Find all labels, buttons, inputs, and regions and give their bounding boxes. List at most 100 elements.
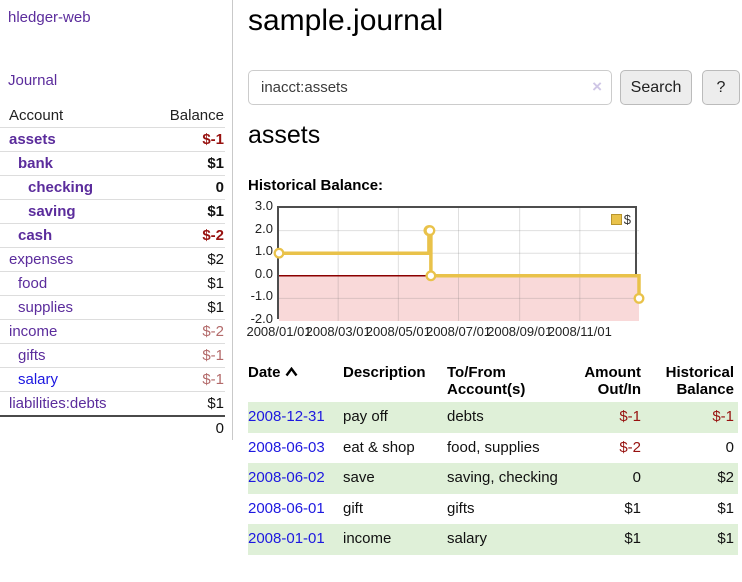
transaction-row: 2008-06-02 save saving, checking 0 $2 [248, 463, 738, 494]
account-link[interactable]: assets [9, 131, 56, 148]
transaction-date-link[interactable]: 2008-06-03 [248, 438, 325, 456]
transaction-accounts: food, supplies [447, 438, 540, 456]
data-point-marker[interactable] [424, 225, 436, 237]
historical-balance-chart: 3.0 2.0 1.0 0.0 -1.0 -2.0 $ 2008/01/01 2008/03… [246, 198, 668, 340]
transaction-amount: $-1 [619, 408, 641, 425]
account-link[interactable]: saving [28, 203, 76, 220]
register-col-historical-balance: Historical Balance [665, 364, 734, 398]
account-balance: 0 [141, 175, 225, 200]
register-table: Date Description To/From Account(s) Amount … [248, 360, 738, 555]
account-row: liabilities:debts $1 [0, 391, 225, 417]
register-col-amount-out-in: Amount Out/In [584, 364, 641, 398]
y-axis-tick-label: 3.0 [254, 198, 273, 213]
account-link[interactable]: checking [28, 179, 94, 196]
transaction-amount: 0 [632, 469, 641, 486]
search-input[interactable] [248, 70, 612, 105]
x-axis-tick-label: 2008/03/01 [305, 324, 371, 339]
register-col-description: Description [343, 364, 426, 381]
x-axis-tick-label: 2008/09/01 [487, 324, 553, 339]
search-bar: × Search ? [248, 70, 742, 105]
account-heading: assets [248, 121, 321, 149]
account-link[interactable]: supplies [18, 299, 74, 316]
data-point-marker[interactable] [273, 247, 285, 259]
legend-label: $ [623, 212, 631, 227]
account-balance: $1 [141, 295, 225, 320]
account-balance: $1 [141, 391, 225, 417]
transaction-amount: $-2 [619, 438, 641, 456]
accounts-total-row: 0 [0, 415, 225, 440]
sidebar: hledger-web Journal Account Balance asse… [0, 0, 233, 440]
transaction-description: income [343, 530, 392, 547]
account-row: cash $-2 [0, 223, 225, 248]
account-link[interactable]: food [18, 275, 48, 292]
account-row: supplies $1 [0, 295, 225, 320]
account-link[interactable]: salary [18, 371, 59, 388]
account-balance: $-1 [141, 127, 225, 152]
account-balance: $1 [141, 271, 225, 296]
account-row: bank $1 [0, 151, 225, 176]
accounts-table: Account Balance assets $-1 bank $1 checking 0… [0, 104, 225, 440]
search-button[interactable]: Search [620, 70, 692, 105]
chart-legend: $ [610, 212, 631, 227]
account-balance: $1 [141, 199, 225, 224]
transaction-date-link[interactable]: 2008-06-02 [248, 469, 325, 486]
account-link[interactable]: expenses [9, 251, 74, 268]
transaction-date-link[interactable]: 2008-01-01 [248, 530, 325, 547]
transaction-balance: $1 [717, 530, 734, 547]
transaction-description: eat & shop [343, 438, 415, 456]
x-axis-tick-label: 2008/07/01 [425, 324, 492, 339]
help-button[interactable]: ? [702, 70, 740, 105]
register-col-date[interactable]: Date [248, 360, 343, 402]
accounts-col-account: Account [0, 104, 142, 128]
x-axis-tick-label: 2008/01/01 [246, 324, 312, 339]
transaction-balance: 0 [725, 438, 734, 456]
transaction-accounts: saving, checking [447, 469, 558, 486]
legend-swatch-icon [610, 214, 622, 225]
page-title: sample.journal [248, 4, 444, 37]
account-balance: $-1 [141, 343, 225, 368]
app-title-link[interactable]: hledger-web [8, 9, 91, 26]
account-link[interactable]: bank [18, 155, 54, 172]
data-point-marker[interactable] [425, 270, 437, 282]
clear-search-icon[interactable]: × [592, 77, 602, 96]
account-balance: $-2 [141, 319, 225, 344]
chart-canvas [273, 208, 645, 321]
account-row: checking 0 [0, 175, 225, 200]
transaction-balance: $1 [717, 499, 734, 517]
y-axis-tick-label: -2.0 [250, 311, 273, 326]
x-axis-tick-label: 2008/11/01 [547, 324, 612, 339]
account-balance: $-2 [141, 223, 225, 248]
account-row: food $1 [0, 271, 225, 296]
account-row: assets $-1 [0, 127, 225, 152]
transaction-date-link[interactable]: 2008-06-01 [248, 499, 325, 517]
account-link[interactable]: gifts [18, 347, 46, 364]
transaction-amount: $1 [624, 499, 641, 517]
sort-ascending-icon [285, 364, 298, 381]
transaction-row: 2008-06-03 eat & shop food, supplies $-2 0 [248, 433, 738, 464]
y-axis-tick-label: -1.0 [250, 288, 273, 304]
y-axis-tick-label: 2.0 [254, 220, 273, 236]
register-header-row: Date Description To/From Account(s) Amount … [248, 360, 738, 402]
transaction-accounts: gifts [447, 499, 475, 517]
main-content: sample.journal × Search ? assets Histori… [246, 0, 742, 582]
data-point-marker[interactable] [633, 292, 645, 304]
x-axis-tick-label: 2008/05/01 [365, 324, 431, 339]
transaction-row: 2008-01-01 income salary $1 $1 [248, 524, 738, 555]
transaction-date-link[interactable]: 2008-12-31 [248, 408, 325, 425]
account-balance: $-1 [141, 367, 225, 392]
search-field-wrapper: × [248, 70, 612, 105]
account-row: salary $-1 [0, 367, 225, 392]
transaction-balance: $-1 [712, 408, 734, 425]
account-link[interactable]: income [9, 323, 58, 340]
accounts-total: 0 [141, 415, 225, 440]
transaction-row: 2008-06-01 gift gifts $1 $1 [248, 494, 738, 525]
account-link[interactable]: liabilities:debts [9, 395, 107, 412]
account-row: income $-2 [0, 319, 225, 344]
sidebar-item-journal[interactable]: Journal [8, 72, 58, 89]
chart-plot[interactable]: $ [273, 206, 645, 321]
negative-region [279, 275, 639, 321]
accounts-header-row: Account Balance [0, 104, 225, 128]
account-link[interactable]: cash [18, 227, 53, 244]
transaction-description: save [343, 469, 375, 486]
account-row: expenses $2 [0, 247, 225, 272]
